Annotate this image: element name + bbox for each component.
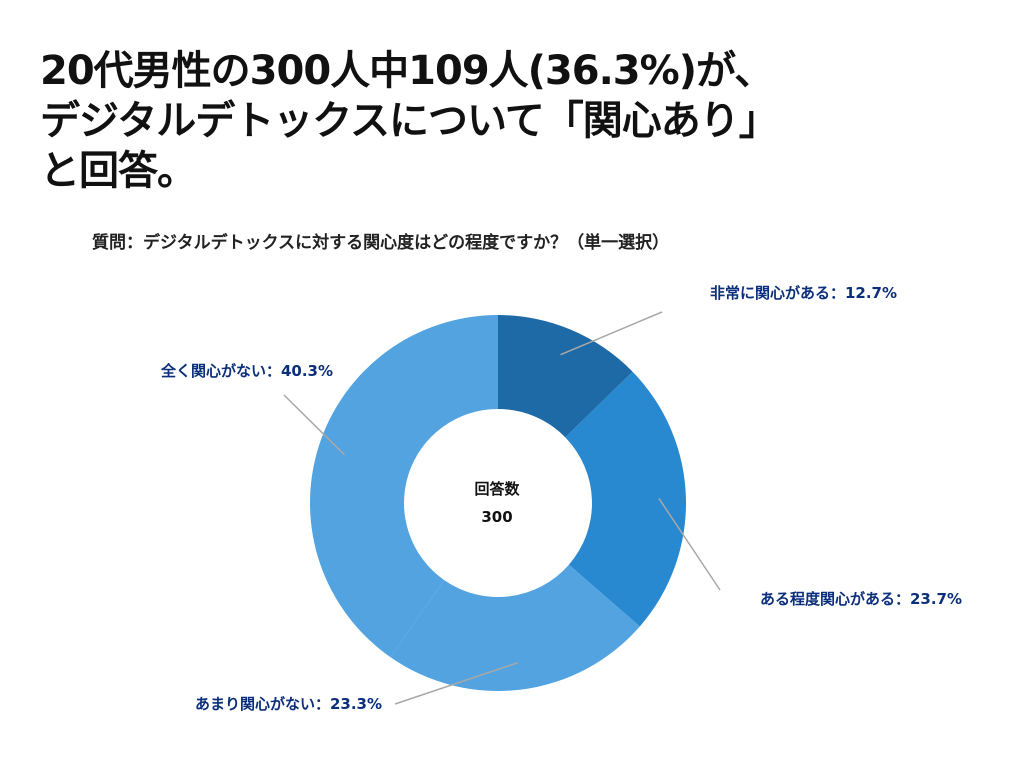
slice-label-1: 非常に関心がある：12.7%	[710, 284, 897, 302]
headline-line-3: と回答。	[40, 148, 197, 194]
leader-line-2	[658, 498, 721, 591]
slice-label-3: あまり関心がない：23.3%	[195, 695, 382, 713]
headline-line-2: デジタルデトックスについて「関心あり」	[40, 98, 779, 144]
center-value: 300	[481, 508, 512, 526]
leader-lines	[283, 311, 721, 705]
headline-line-1: 20代男性の300人中109人(36.3%)が、	[40, 48, 774, 94]
slice-labels: 非常に関心がある：12.7% ある程度関心がある：23.7% あまり関心がない：23…	[160, 284, 962, 713]
headline: 20代男性の300人中109人(36.3%)が、 デジタルデトックスについて「関…	[40, 46, 1000, 196]
leader-line-1	[560, 311, 663, 356]
donut-slices	[310, 315, 687, 691]
slice-label-2: ある程度関心がある：23.7%	[760, 590, 962, 608]
slice-4	[310, 315, 498, 658]
slice-1	[498, 315, 633, 438]
slice-3	[390, 564, 640, 691]
leader-line-3	[394, 662, 518, 705]
center-label: 回答数	[474, 480, 520, 498]
slice-label-4: 全く関心がない：40.3%	[160, 362, 333, 380]
leader-line-4	[283, 394, 345, 456]
chart-subtitle: 質問：デジタルデトックスに対する関心度はどの程度ですか？（単一選択）	[92, 233, 670, 253]
slice-2	[565, 371, 687, 627]
